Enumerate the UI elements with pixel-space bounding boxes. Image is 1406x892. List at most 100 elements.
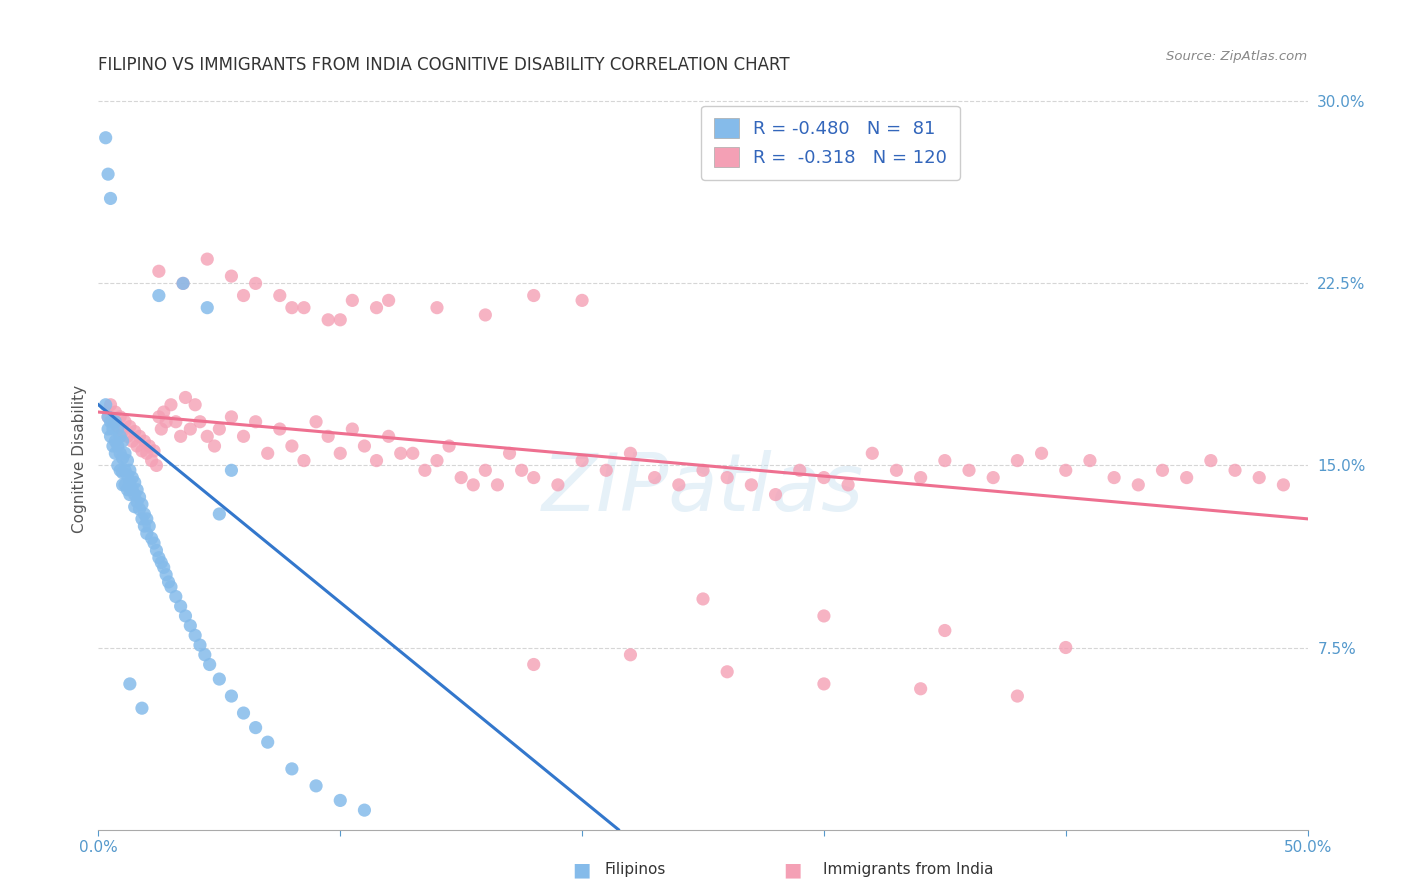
Point — [366, 301, 388, 315]
Point — [179, 422, 201, 436]
Point — [510, 463, 533, 477]
Point — [402, 446, 425, 460]
Point — [145, 458, 167, 473]
Point — [121, 434, 143, 449]
Point — [281, 439, 304, 453]
Point — [94, 130, 117, 145]
Point — [111, 466, 134, 480]
Point — [118, 463, 141, 477]
Point — [910, 681, 932, 696]
Point — [135, 512, 157, 526]
Point — [692, 591, 714, 606]
Point — [157, 574, 180, 589]
Point — [837, 478, 859, 492]
Point — [366, 453, 388, 467]
Point — [305, 779, 328, 793]
Point — [644, 470, 666, 484]
Point — [148, 264, 170, 278]
Point — [716, 470, 738, 484]
Point — [1054, 640, 1077, 655]
Point — [121, 483, 143, 497]
Point — [195, 252, 218, 266]
Point — [221, 269, 243, 284]
Point — [353, 803, 375, 817]
Point — [292, 301, 315, 315]
Point — [813, 609, 835, 624]
Point — [1078, 453, 1101, 467]
Point — [221, 463, 243, 477]
Point — [740, 478, 762, 492]
Text: ZIPatlas: ZIPatlas — [541, 450, 865, 528]
Point — [127, 439, 149, 453]
Point — [523, 288, 546, 302]
Point — [94, 398, 117, 412]
Point — [152, 560, 174, 574]
Text: ■: ■ — [572, 860, 591, 880]
Point — [1223, 463, 1246, 477]
Point — [329, 446, 352, 460]
Point — [108, 409, 131, 424]
Point — [198, 657, 221, 672]
Point — [114, 478, 136, 492]
Point — [108, 463, 131, 477]
Point — [486, 478, 509, 492]
Point — [135, 526, 157, 541]
Point — [172, 277, 194, 291]
Point — [245, 415, 267, 429]
Point — [232, 429, 254, 443]
Point — [571, 453, 593, 467]
Point — [124, 500, 146, 514]
Point — [150, 422, 173, 436]
Point — [619, 648, 641, 662]
Point — [1249, 470, 1271, 484]
Point — [148, 288, 170, 302]
Point — [463, 478, 485, 492]
Point — [124, 425, 146, 439]
Point — [353, 439, 375, 453]
Point — [121, 470, 143, 484]
Point — [329, 313, 352, 327]
Point — [174, 391, 197, 405]
Point — [152, 405, 174, 419]
Point — [716, 665, 738, 679]
Point — [134, 507, 156, 521]
Point — [232, 288, 254, 302]
Point — [269, 288, 291, 302]
Point — [813, 470, 835, 484]
Point — [765, 487, 787, 501]
Point — [138, 519, 160, 533]
Point — [886, 463, 908, 477]
Point — [305, 415, 328, 429]
Point — [117, 468, 139, 483]
Point — [101, 415, 124, 429]
Point — [179, 618, 201, 632]
Point — [108, 429, 131, 443]
Point — [232, 706, 254, 720]
Point — [208, 672, 231, 686]
Text: ■: ■ — [783, 860, 801, 880]
Point — [595, 463, 617, 477]
Point — [668, 478, 690, 492]
Point — [342, 293, 364, 308]
Point — [107, 422, 129, 436]
Point — [114, 463, 136, 477]
Text: Immigrants from India: Immigrants from India — [823, 863, 993, 877]
Point — [692, 463, 714, 477]
Point — [148, 550, 170, 565]
Point — [169, 599, 191, 614]
Point — [165, 415, 187, 429]
Point — [128, 490, 150, 504]
Point — [131, 497, 153, 511]
Legend: R = -0.480   N =  81, R =  -0.318   N = 120: R = -0.480 N = 81, R = -0.318 N = 120 — [702, 105, 960, 179]
Point — [107, 458, 129, 473]
Point — [450, 470, 472, 484]
Point — [245, 277, 267, 291]
Point — [108, 446, 131, 460]
Point — [117, 429, 139, 443]
Point — [1199, 453, 1222, 467]
Point — [571, 293, 593, 308]
Point — [101, 439, 124, 453]
Point — [100, 191, 122, 205]
Point — [194, 648, 217, 662]
Point — [208, 507, 231, 521]
